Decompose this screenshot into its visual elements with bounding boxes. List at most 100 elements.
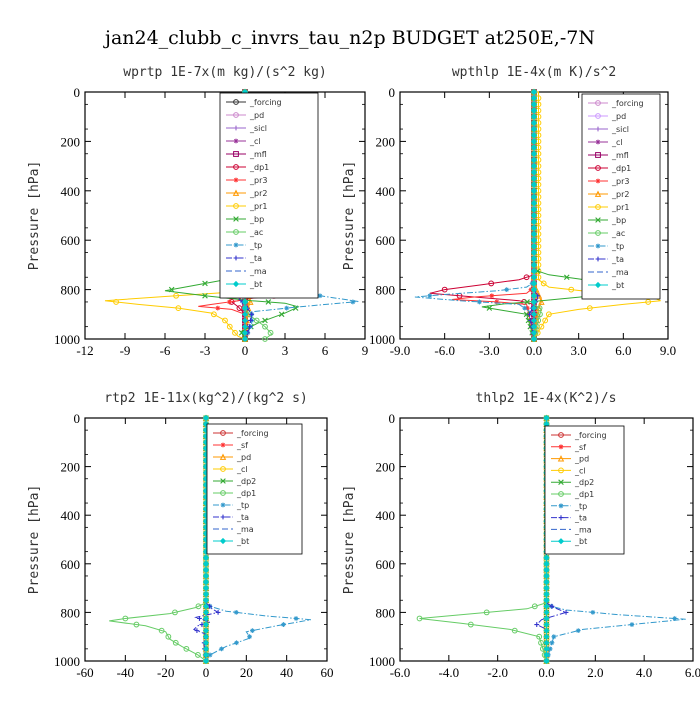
series-marker [530,162,538,170]
series-marker [477,299,482,305]
legend-marker [233,255,239,261]
series-marker [530,237,538,244]
series-marker [202,572,210,580]
y-tick-label: 800 [376,283,396,298]
legend-label: _bt [574,537,587,546]
series-marker [543,560,550,567]
legend-label: _forcing [249,98,282,107]
legend-marker [220,478,226,484]
series-marker [530,230,538,238]
series-marker [172,609,178,616]
panel-wprtp: wprtp 1E-7x(m kg)/(s^2 kg) Pressure [hPa]… [27,65,368,358]
series-marker [241,329,249,336]
y-tick-label: 400 [61,184,81,199]
series-marker [202,414,210,422]
panel-title: rtp2 1E-11x(kg^2)/(kg^2 s) [104,391,308,406]
series-marker [483,609,490,616]
x-tick-label: -6.0 [434,343,455,358]
legend-marker [220,502,226,508]
legend-label: _dp2 [236,477,256,486]
series-marker [538,298,545,305]
legend-marker [557,455,565,462]
series-marker [197,616,202,621]
y-axis-label: Pressure [hPa] [27,161,42,271]
legend-label: _ta [574,514,587,523]
series-marker [530,181,538,188]
series-marker [563,274,570,281]
x-tick-label: 40 [280,665,293,680]
y-tick-label: 800 [376,605,396,620]
legend-marker [558,444,564,450]
legend-label: _cl [574,466,586,475]
series-marker [441,286,448,293]
series-line [205,418,311,662]
legend-label: _pr3 [249,176,267,185]
series-marker [165,633,172,640]
series-marker [530,156,538,164]
series-marker [531,603,538,610]
legend-label: _cl [611,138,623,147]
series-marker [543,627,550,634]
series-line [109,418,207,662]
series-marker [247,298,254,305]
legend-marker [557,538,565,545]
series-marker [568,286,575,293]
series-marker [236,305,243,312]
series-marker [530,292,538,299]
legend-marker [233,138,239,144]
series-marker [194,628,200,634]
series-marker [202,657,210,665]
series-marker [222,317,228,324]
series-marker [202,609,210,616]
legend-label: _dp1 [611,164,631,173]
legend-label: _dp1 [236,489,256,498]
series-marker [530,119,538,126]
legend-label: _ac [249,228,263,237]
series-marker [530,317,538,324]
legend-marker [595,126,601,132]
legend-label: _sf [236,441,248,450]
series-marker [530,138,538,145]
series-marker [537,311,543,318]
legend-label: _ma [249,267,267,276]
series-marker [530,144,538,151]
legend-marker [594,281,602,289]
x-tick-label: 3.0 [571,343,587,358]
series-marker [530,335,538,343]
series-line [546,418,686,662]
series-marker [158,627,165,634]
legend-label: _pr2 [249,189,267,198]
legend-label: _cl [249,137,261,146]
series-marker [530,224,538,231]
series-marker [202,280,208,287]
legend-marker [220,442,226,448]
legend-marker [595,139,601,145]
y-tick-label: 0 [74,411,81,426]
series-marker [530,88,538,96]
series-marker [530,187,538,194]
series-marker [530,305,538,312]
series-marker [202,627,210,634]
legend-label: _bt [249,280,262,289]
legend-label: _tp [236,501,249,510]
series-marker [278,311,285,318]
legend-marker [233,242,239,248]
series-marker [530,107,538,114]
legend-label: _ma [611,268,629,277]
series-marker [530,311,538,318]
series-marker [241,323,249,330]
series-marker [672,616,678,621]
series-marker [530,175,538,182]
legend-label: _ma [236,525,254,534]
legend-marker [558,491,564,497]
legend-marker [233,151,239,157]
series-marker [219,646,224,652]
series-marker [317,293,323,299]
series-marker [523,274,530,281]
legend-label: _sicl [611,125,629,134]
legend-label: _pd [611,112,626,121]
series-marker [241,335,249,343]
panel-title: wpthlp 1E-4x(m K)/s^2 [452,65,616,80]
legend-marker [595,178,601,184]
series-marker [543,615,550,622]
